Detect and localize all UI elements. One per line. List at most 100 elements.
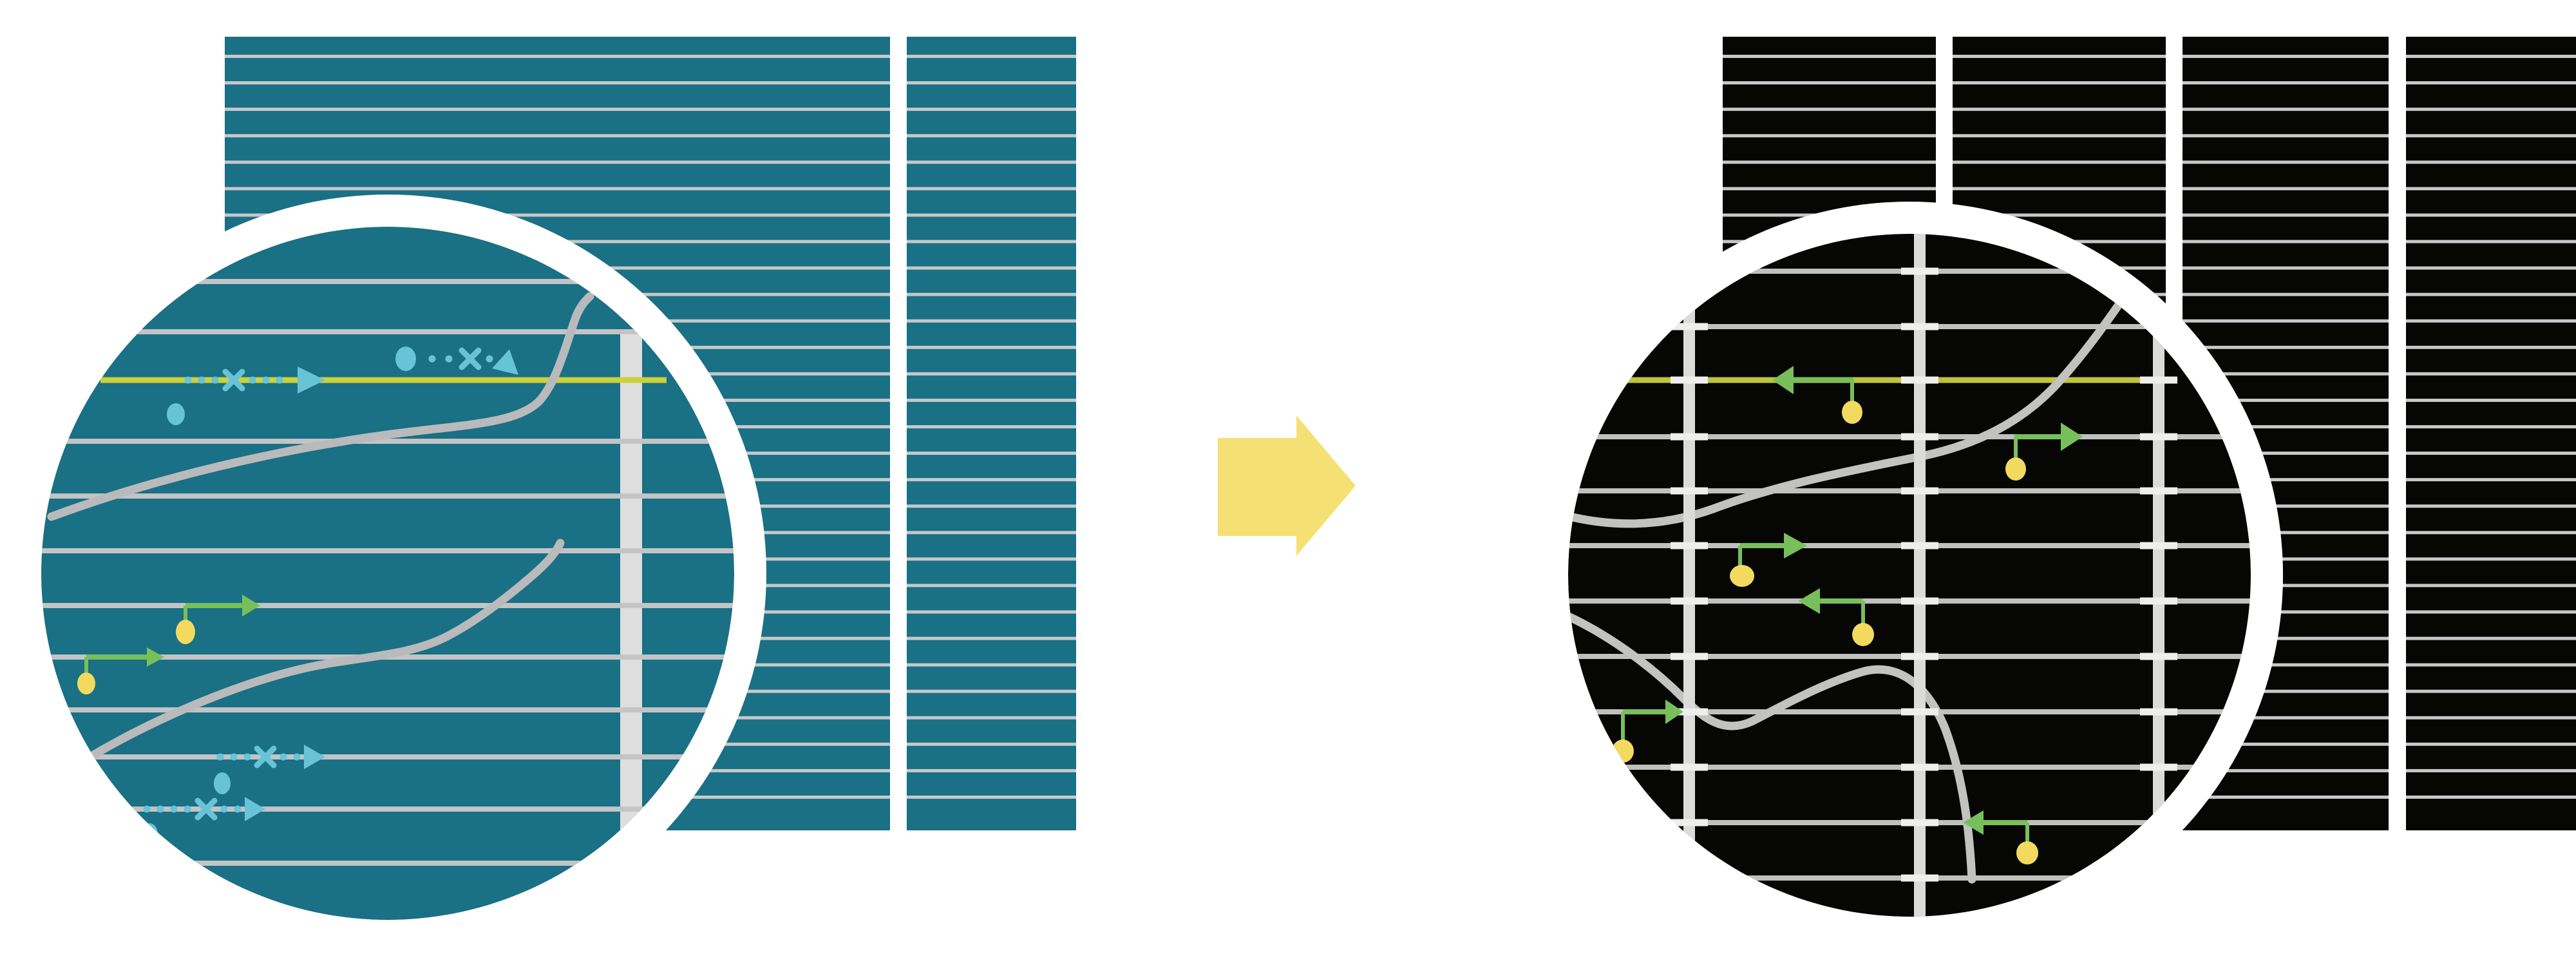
finger-line	[907, 319, 1076, 323]
finger-line	[1723, 81, 1936, 85]
finger-line	[907, 610, 1076, 614]
finger-line	[225, 108, 890, 111]
transition-arrow	[1218, 415, 1356, 556]
finger-line	[2183, 292, 2389, 296]
busbar-solder-tab	[2140, 763, 2177, 771]
busbar-solder-tab	[2140, 487, 2177, 495]
finger-line	[2406, 345, 2576, 349]
trail-dot	[198, 376, 205, 384]
busbar-solder-tab	[2140, 542, 2177, 549]
trail-dot	[143, 805, 151, 813]
finger-line	[907, 372, 1076, 376]
finger-line	[1723, 160, 1936, 164]
busbar-solder-tab	[1671, 708, 1708, 716]
finger-line	[907, 584, 1076, 587]
finger-line	[2183, 240, 2389, 244]
finger-line	[2406, 134, 2576, 138]
busbar-solder-tab	[1671, 597, 1708, 605]
finger-line	[907, 345, 1076, 349]
trail-dot	[243, 753, 251, 761]
finger-line	[2406, 240, 2576, 244]
finger-line	[907, 292, 1076, 296]
finger-line	[225, 187, 890, 191]
trail-dot	[156, 805, 164, 813]
finger-line	[225, 213, 890, 217]
finger-line	[2406, 557, 2576, 561]
finger-line	[907, 504, 1076, 508]
finger-line	[907, 266, 1076, 270]
left-magnifier-view	[41, 227, 734, 920]
trail-dot	[184, 376, 192, 384]
finger-line	[907, 134, 1076, 138]
finger-line	[907, 689, 1076, 693]
magnified-cell-background	[41, 227, 734, 920]
finger-line	[2183, 795, 2389, 799]
magnified-finger-line	[41, 439, 734, 444]
busbar-solder-tab	[1901, 376, 1938, 384]
magnified-finger-line	[41, 861, 734, 866]
dislocation-arrowhead-right	[2061, 423, 2083, 451]
finger-line	[1953, 213, 2166, 217]
busbar-solder-tab	[1901, 267, 1938, 275]
dislocation-dot	[2016, 841, 2038, 864]
finger-line	[2183, 55, 2389, 58]
left-panel-section	[907, 37, 1076, 830]
finger-line	[1723, 187, 1936, 191]
finger-line	[907, 663, 1076, 667]
finger-line	[2183, 134, 2389, 138]
transition-arrow-shape	[1218, 415, 1356, 556]
finger-line	[2183, 372, 2389, 376]
finger-line	[2406, 55, 2576, 58]
finger-line	[2406, 769, 2576, 772]
busbar-solder-tab	[1901, 653, 1938, 660]
finger-line	[2406, 478, 2576, 482]
trail-dot	[293, 753, 301, 761]
dislocation-arrowhead-left	[1772, 366, 1794, 394]
finger-line	[2406, 398, 2576, 402]
finger-line	[1953, 108, 2166, 111]
finger-line	[2406, 292, 2576, 296]
busbar-solder-tab	[2140, 708, 2177, 716]
dislocation-arrowhead-right	[147, 647, 164, 667]
finger-line	[225, 160, 890, 164]
finger-line	[907, 795, 1076, 799]
finger-line	[2406, 81, 2576, 85]
busbar-solder-tab	[1671, 487, 1708, 495]
finger-line	[1953, 187, 2166, 191]
busbar-solder-tab	[1901, 597, 1938, 605]
magnified-finger-line	[41, 279, 734, 284]
dislocation-dot	[1730, 565, 1754, 587]
dislocation-arrowhead-left	[1798, 588, 1820, 614]
finger-line	[2183, 319, 2389, 323]
busbar-solder-tab	[1901, 323, 1938, 330]
grain-boundary-curve	[47, 292, 594, 521]
trail-dot	[170, 805, 178, 813]
finger-line	[2406, 531, 2576, 535]
busbar-solder-tab	[1671, 763, 1708, 771]
grain-boundary-curve	[82, 539, 565, 763]
dislocation-arrowhead-right	[1784, 533, 1807, 559]
finger-line	[907, 213, 1076, 217]
impurity-blob	[395, 347, 416, 371]
busbar-solder-tab	[1901, 819, 1938, 826]
finger-line	[907, 742, 1076, 746]
busbar-solder-tab	[1901, 708, 1938, 716]
finger-line	[907, 478, 1076, 482]
finger-line	[1953, 134, 2166, 138]
dislocation-arrowhead-left	[1963, 810, 1984, 835]
finger-line	[2183, 663, 2389, 667]
finger-line	[907, 557, 1076, 561]
magnified-finger-line	[41, 603, 734, 608]
busbar-solder-tab	[1671, 323, 1708, 330]
finger-line	[2406, 160, 2576, 164]
finger-line	[2183, 187, 2389, 191]
grain-boundary-curve	[1568, 272, 2143, 528]
grain-boundary-curve	[1568, 607, 1976, 884]
finger-line	[2183, 584, 2389, 587]
finger-line	[907, 108, 1076, 111]
right-panel-section	[2406, 37, 2576, 830]
trail-arrowhead	[304, 745, 325, 769]
finger-line	[1953, 55, 2166, 58]
finger-line	[1723, 134, 1936, 138]
finger-line	[2406, 742, 2576, 746]
